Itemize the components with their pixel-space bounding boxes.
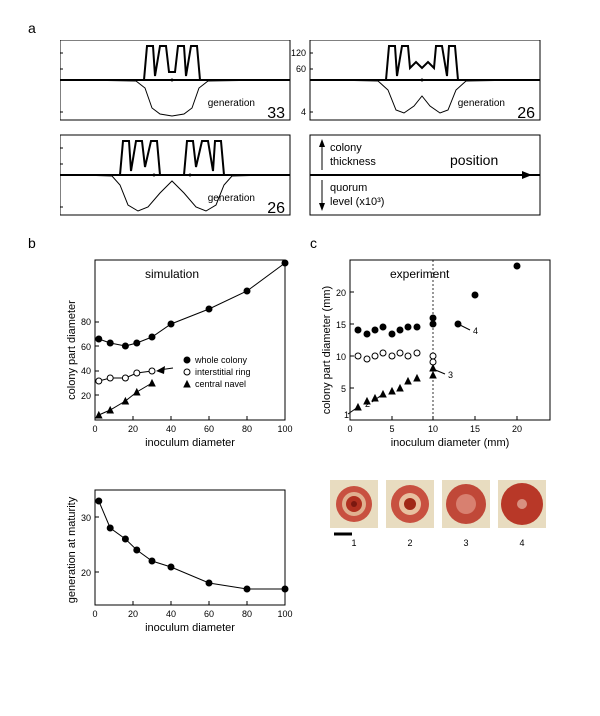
figure-container: a 120 60 4 generation 33 120 60 [20,20,580,696]
gen-num: 26 [267,200,285,217]
svg-text:20: 20 [81,568,91,578]
panel-b2-xlabel: inoculum diameter [145,622,235,634]
svg-text:60: 60 [204,424,214,434]
svg-text:40: 40 [81,366,91,376]
axis-label-top2: thickness [330,156,376,168]
series-interstitial-ring [96,368,155,384]
axis-label-right: position [450,152,498,168]
svg-text:3: 3 [448,370,453,380]
svg-text:2: 2 [407,538,412,548]
axis-label-top1: colony [330,142,362,154]
svg-text:20: 20 [128,609,138,619]
svg-text:10: 10 [336,352,346,362]
svg-text:5: 5 [389,424,394,434]
panel-b-svg: simulation 20 40 60 80 0 20 40 60 80 100 [65,250,295,450]
panel-a-sub3: 120 60 4 generation 26 [60,135,290,217]
svg-text:5: 5 [341,384,346,394]
svg-text:4: 4 [519,538,524,548]
tick: 120 [291,48,306,58]
gen-label: generation [208,193,255,204]
legend-ring: interstitial ring [195,367,251,377]
thumbnails-svg: 1 2 3 4 [330,480,560,560]
panel-b-label: b [28,235,36,251]
panel-c-label: c [310,235,317,251]
thumbnail-1: 1 [330,480,378,548]
panel-b2-svg: 20 30 0 20 40 60 80 100 [65,480,295,640]
panel-c-xlabel: inoculum diameter (mm) [391,437,510,449]
svg-text:20: 20 [336,288,346,298]
svg-text:10: 10 [428,424,438,434]
svg-text:80: 80 [242,424,252,434]
panel-a-sub2: 120 60 4 generation 26 [291,40,540,122]
svg-text:80: 80 [81,317,91,327]
panel-b-title: simulation [145,267,199,281]
svg-text:30: 30 [81,513,91,523]
legend-navel: central navel [195,379,246,389]
thumbnail-4: 4 [498,480,546,548]
panel-b2-ylabel: generation at maturity [66,496,78,603]
tick: 4 [301,107,306,117]
series-c-open [355,350,436,365]
svg-text:2: 2 [365,399,370,409]
svg-text:0: 0 [347,424,352,434]
svg-text:0: 0 [92,424,97,434]
panel-a-sub4: colony thickness quorum level (x10³) pos… [310,135,540,215]
panel-c-svg: experiment 5 10 15 20 0 5 10 15 20 [320,250,560,450]
svg-text:15: 15 [470,424,480,434]
svg-text:100: 100 [277,424,292,434]
svg-text:1: 1 [351,538,356,548]
gen-label: generation [458,98,505,109]
svg-text:3: 3 [463,538,468,548]
panel-c-title: experiment [390,267,450,281]
panel-a-label: a [28,20,36,36]
svg-text:60: 60 [204,609,214,619]
series-b2 [96,498,288,592]
svg-text:20: 20 [128,424,138,434]
thumbnail-2: 2 [386,480,434,548]
panel-c-ylabel: colony part diameter (mm) [321,286,333,414]
panel-b-ylabel: colony part diameter [66,300,78,400]
svg-text:60: 60 [81,342,91,352]
gen-label: generation [208,98,255,109]
axis-label-bot2: level (x10³) [330,196,384,208]
gen-num: 33 [267,105,285,122]
svg-text:20: 20 [81,391,91,401]
svg-text:100: 100 [277,609,292,619]
panel-a-sub1: 120 60 4 generation 33 [60,40,290,122]
svg-text:40: 40 [166,609,176,619]
svg-text:0: 0 [92,609,97,619]
axis-label-bot1: quorum [330,182,367,194]
panel-a-svg: 120 60 4 generation 33 120 60 4 generat [60,40,550,220]
legend-whole: whole colony [194,355,248,365]
svg-text:40: 40 [166,424,176,434]
svg-text:1: 1 [344,410,349,420]
tick: 60 [296,64,306,74]
svg-text:20: 20 [512,424,522,434]
svg-text:80: 80 [242,609,252,619]
panel-b-xlabel: inoculum diameter [145,437,235,449]
thumbnail-3: 3 [442,480,490,548]
svg-text:15: 15 [336,320,346,330]
svg-text:4: 4 [473,326,478,336]
gen-num: 26 [517,105,535,122]
